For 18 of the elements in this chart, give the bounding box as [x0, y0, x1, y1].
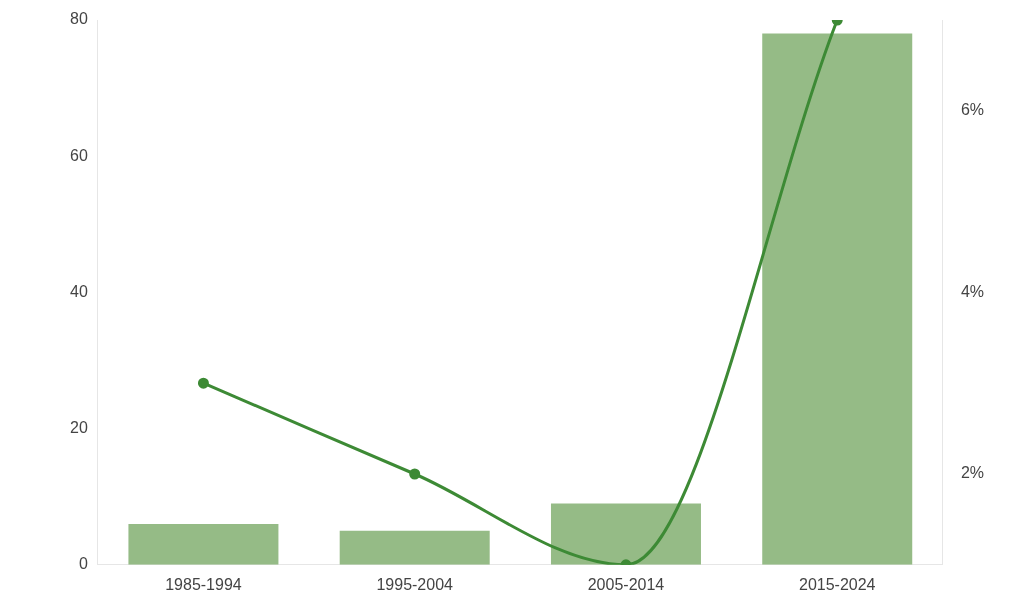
bar	[762, 33, 913, 565]
bar	[550, 503, 701, 565]
y-tick-label: 60	[70, 146, 88, 164]
bar	[339, 530, 490, 565]
y2-tick-label: 2%	[960, 464, 984, 482]
y-tick-label: 20	[70, 419, 88, 437]
y-tick-label: 80	[70, 10, 88, 28]
y-tick-label: 0	[78, 555, 88, 573]
x-tick-label: 2005-2014	[587, 575, 665, 593]
point	[197, 377, 209, 389]
point	[409, 468, 421, 480]
y2-tick-label: 6%	[960, 101, 984, 119]
x-tick-label: 2015-2024	[798, 575, 876, 593]
x-tick-label: 1985-1994	[165, 575, 242, 593]
y2-tick-label: 4%	[960, 282, 984, 300]
x-tick-label: 1995-2004	[376, 575, 454, 593]
y-tick-label: 40	[70, 282, 88, 300]
bar	[128, 523, 279, 565]
